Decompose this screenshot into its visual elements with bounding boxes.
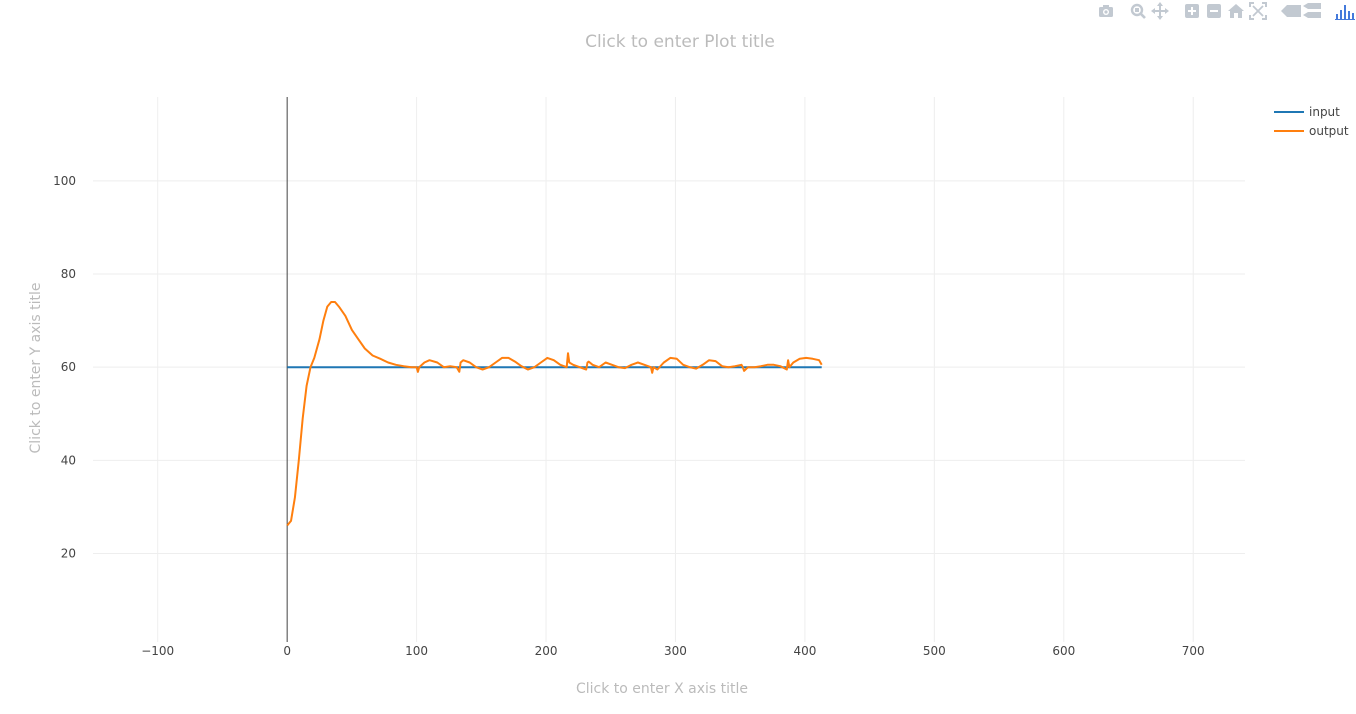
autoscale-icon[interactable] <box>1248 2 1270 20</box>
y-tick-label: 80 <box>61 267 76 281</box>
y-tick-label: 60 <box>61 360 76 374</box>
zoom-in-icon[interactable] <box>1182 2 1204 20</box>
x-tick-label: 500 <box>923 644 946 658</box>
x-tick-label: 200 <box>535 644 558 658</box>
pan-icon[interactable] <box>1150 2 1172 20</box>
y-tick-label: 100 <box>53 174 76 188</box>
camera-icon[interactable] <box>1096 2 1118 20</box>
zoom-out-icon[interactable] <box>1204 2 1226 20</box>
y-tick-label: 40 <box>61 453 76 467</box>
x-tick-label: 0 <box>283 644 291 658</box>
hover-compare-icon[interactable] <box>1302 2 1324 20</box>
legend-label: input <box>1309 105 1340 119</box>
x-tick-label: 400 <box>793 644 816 658</box>
modebar-group <box>1096 2 1118 20</box>
y-tick-label: 20 <box>61 546 76 560</box>
y-axis-title[interactable]: Click to enter Y axis title <box>28 283 44 454</box>
modebar <box>1086 2 1356 20</box>
series-line-output[interactable] <box>286 301 823 527</box>
zoom-icon[interactable] <box>1128 2 1150 20</box>
x-tick-label: 300 <box>664 644 687 658</box>
legend: input output <box>1274 105 1349 138</box>
x-tick-label: −100 <box>141 644 174 658</box>
legend-label: output <box>1309 124 1349 138</box>
x-tick-label: 600 <box>1052 644 1075 658</box>
series-traces <box>286 301 823 527</box>
home-icon[interactable] <box>1226 2 1248 20</box>
grid-lines <box>93 97 1245 642</box>
modebar-group <box>1182 2 1270 20</box>
plotly-logo-icon[interactable] <box>1334 2 1356 20</box>
x-axis-title[interactable]: Click to enter X axis title <box>576 681 748 697</box>
y-tick-labels: 20 40 60 80 100 <box>53 174 76 561</box>
hover-closest-icon[interactable] <box>1280 2 1302 20</box>
modebar-group <box>1280 2 1324 20</box>
legend-item-output[interactable]: output <box>1274 124 1349 138</box>
modebar-group <box>1334 2 1356 20</box>
x-tick-labels: −100 0 100 200 300 400 500 600 700 <box>141 644 1204 658</box>
x-tick-label: 700 <box>1182 644 1205 658</box>
modebar-group <box>1128 2 1172 20</box>
x-tick-label: 100 <box>405 644 428 658</box>
legend-item-input[interactable]: input <box>1274 105 1340 119</box>
plot-title[interactable]: Click to enter Plot title <box>585 32 775 52</box>
